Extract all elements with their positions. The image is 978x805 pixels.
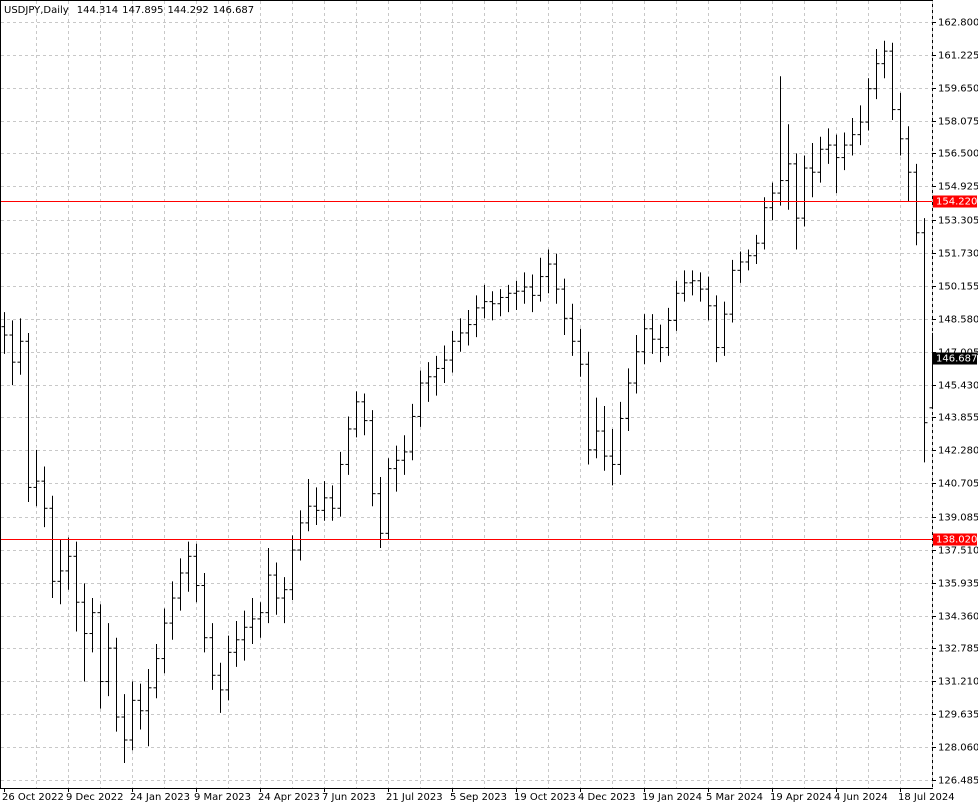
x-tick-label: 5 Sep 2023 xyxy=(450,792,507,803)
y-tick-label: 132.785 xyxy=(938,644,978,655)
x-tick-label: 19 Apr 2024 xyxy=(770,792,832,803)
x-tick-label: 7 Jun 2023 xyxy=(322,792,376,803)
y-tick-label: 148.580 xyxy=(938,315,978,326)
last-close: 146.687 xyxy=(213,5,254,16)
x-tick-label: 18 Jul 2024 xyxy=(898,792,955,803)
y-tick-label: 135.935 xyxy=(938,579,978,590)
y-tick-label: 131.210 xyxy=(938,677,978,688)
y-tick-label: 154.925 xyxy=(938,182,978,193)
price-label-box xyxy=(933,352,977,365)
y-tick-label: 134.360 xyxy=(938,612,978,623)
y-tick-label: 140.705 xyxy=(938,479,978,490)
y-tick-label: 156.500 xyxy=(938,149,978,160)
y-tick-label: 128.060 xyxy=(938,743,978,754)
last-low: 144.292 xyxy=(167,5,208,16)
price-label: 146.687 xyxy=(936,354,977,365)
level-label-box xyxy=(933,195,977,208)
x-tick-label: 4 Dec 2023 xyxy=(578,792,636,803)
x-tick-label: 26 Oct 2022 xyxy=(2,792,64,803)
y-tick-label: 142.280 xyxy=(938,446,978,457)
y-tick-label: 159.650 xyxy=(938,84,978,95)
x-tick-label: 5 Mar 2024 xyxy=(706,792,763,803)
y-tick-label: 158.075 xyxy=(938,117,978,128)
x-tick-label: 24 Jan 2023 xyxy=(130,792,190,803)
last-high: 147.895 xyxy=(122,5,163,16)
symbol: USDJPY,Daily xyxy=(4,5,69,16)
y-tick-label: 162.800 xyxy=(938,18,978,29)
axis: 126.485 128.060 129.635 131.210 132.785 134.3… xyxy=(2,18,978,804)
level-label-box xyxy=(933,533,977,546)
y-tick-label: 153.305 xyxy=(938,216,978,227)
y-tick-label: 161.225 xyxy=(938,51,978,62)
x-tick-label: 19 Oct 2023 xyxy=(514,792,576,803)
last-open: 144.314 xyxy=(77,5,118,16)
level-label: 138.020 xyxy=(936,535,977,546)
chart-title: USDJPY,Daily 144.314 147.895 144.292 146.687 xyxy=(4,5,254,16)
plot-frame xyxy=(0,0,933,789)
x-tick-label: 9 Dec 2022 xyxy=(66,792,124,803)
x-tick-label: 21 Jul 2023 xyxy=(386,792,443,803)
level-label: 154.220 xyxy=(936,197,977,208)
y-tick-label: 150.155 xyxy=(938,282,978,293)
y-tick-label: 145.430 xyxy=(938,381,978,392)
y-tick-label: 139.085 xyxy=(938,513,978,524)
x-tick-label: 9 Mar 2023 xyxy=(194,792,251,803)
x-tick-label: 24 Apr 2023 xyxy=(258,792,320,803)
y-tick-label: 129.635 xyxy=(938,710,978,721)
y-tick-label: 143.855 xyxy=(938,413,978,424)
x-tick-label: 4 Jun 2024 xyxy=(834,792,888,803)
x-tick-label: 19 Jan 2024 xyxy=(642,792,702,803)
bars xyxy=(1,40,936,763)
y-tick-label: 137.510 xyxy=(938,546,978,557)
y-tick-label: 126.485 xyxy=(938,776,978,787)
y-tick-label: 151.730 xyxy=(938,249,978,260)
